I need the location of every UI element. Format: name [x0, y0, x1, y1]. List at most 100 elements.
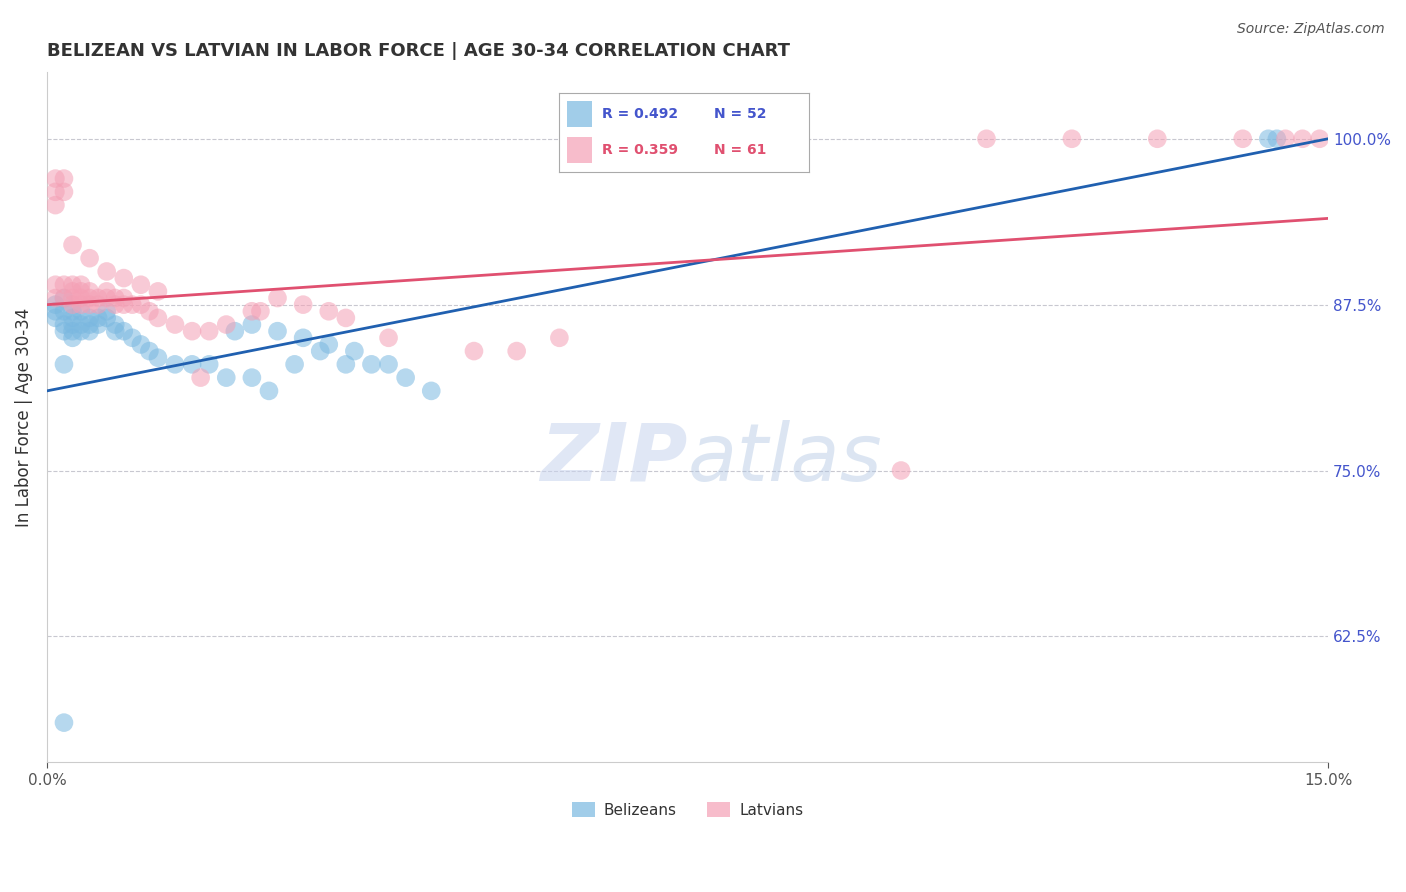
Point — [70, 277, 93, 292]
Point — [96, 304, 118, 318]
Point — [163, 357, 186, 371]
Point — [138, 304, 160, 318]
Point — [224, 324, 246, 338]
Point — [1309, 132, 1331, 146]
Point — [215, 370, 238, 384]
Point — [181, 357, 204, 371]
Text: Source: ZipAtlas.com: Source: ZipAtlas.com — [1237, 22, 1385, 37]
Point — [70, 298, 93, 312]
Point — [62, 324, 84, 338]
Point — [52, 277, 75, 292]
Point — [377, 331, 399, 345]
Point — [62, 318, 84, 332]
Point — [1274, 132, 1296, 146]
Legend: Belizeans, Latvians: Belizeans, Latvians — [565, 796, 810, 824]
Point — [112, 324, 135, 338]
Point — [266, 291, 288, 305]
Point — [292, 298, 315, 312]
Point — [52, 304, 75, 318]
Point — [190, 370, 212, 384]
Point — [240, 370, 263, 384]
Point — [70, 285, 93, 299]
Point — [335, 310, 357, 325]
Point — [87, 318, 110, 332]
Point — [129, 277, 152, 292]
Point — [129, 337, 152, 351]
Point — [309, 344, 332, 359]
Point — [420, 384, 443, 398]
Point — [62, 291, 84, 305]
Point — [318, 304, 340, 318]
Point — [62, 304, 84, 318]
Point — [463, 344, 485, 359]
Point — [70, 324, 93, 338]
Point — [377, 357, 399, 371]
Point — [62, 298, 84, 312]
Y-axis label: In Labor Force | Age 30-34: In Labor Force | Age 30-34 — [15, 308, 32, 527]
Point — [395, 370, 418, 384]
Point — [79, 251, 101, 265]
Point — [96, 285, 118, 299]
Point — [79, 291, 101, 305]
Point — [44, 185, 66, 199]
Point — [79, 298, 101, 312]
Point — [44, 171, 66, 186]
Point — [1232, 132, 1254, 146]
Point — [360, 357, 382, 371]
Point — [44, 304, 66, 318]
Point — [96, 291, 118, 305]
Point — [146, 351, 169, 365]
Point — [240, 318, 263, 332]
Point — [96, 310, 118, 325]
Point — [112, 271, 135, 285]
Point — [129, 298, 152, 312]
Point — [52, 715, 75, 730]
Point — [890, 463, 912, 477]
Point — [505, 344, 527, 359]
Point — [1146, 132, 1168, 146]
Point — [52, 357, 75, 371]
Point — [62, 310, 84, 325]
Point — [52, 185, 75, 199]
Point — [44, 310, 66, 325]
Point — [318, 337, 340, 351]
Point — [44, 291, 66, 305]
Point — [52, 291, 75, 305]
Point — [104, 318, 127, 332]
Point — [146, 310, 169, 325]
Point — [70, 291, 93, 305]
Point — [62, 277, 84, 292]
Point — [52, 171, 75, 186]
Point — [198, 357, 221, 371]
Point — [1257, 132, 1279, 146]
Point — [52, 324, 75, 338]
Point — [52, 318, 75, 332]
Point — [52, 291, 75, 305]
Point — [96, 264, 118, 278]
Point — [163, 318, 186, 332]
Point — [1265, 132, 1288, 146]
Point — [87, 291, 110, 305]
Point — [44, 198, 66, 212]
Point — [548, 331, 571, 345]
Point — [79, 318, 101, 332]
Point — [79, 310, 101, 325]
Point — [104, 298, 127, 312]
Point — [62, 331, 84, 345]
Point — [266, 324, 288, 338]
Point — [112, 291, 135, 305]
Point — [62, 238, 84, 252]
Point — [284, 357, 307, 371]
Point — [249, 304, 271, 318]
Point — [44, 277, 66, 292]
Point — [44, 298, 66, 312]
Point — [79, 285, 101, 299]
Point — [198, 324, 221, 338]
Point — [1060, 132, 1083, 146]
Point — [62, 285, 84, 299]
Point — [104, 324, 127, 338]
Point — [146, 285, 169, 299]
Point — [104, 291, 127, 305]
Point — [70, 318, 93, 332]
Point — [87, 298, 110, 312]
